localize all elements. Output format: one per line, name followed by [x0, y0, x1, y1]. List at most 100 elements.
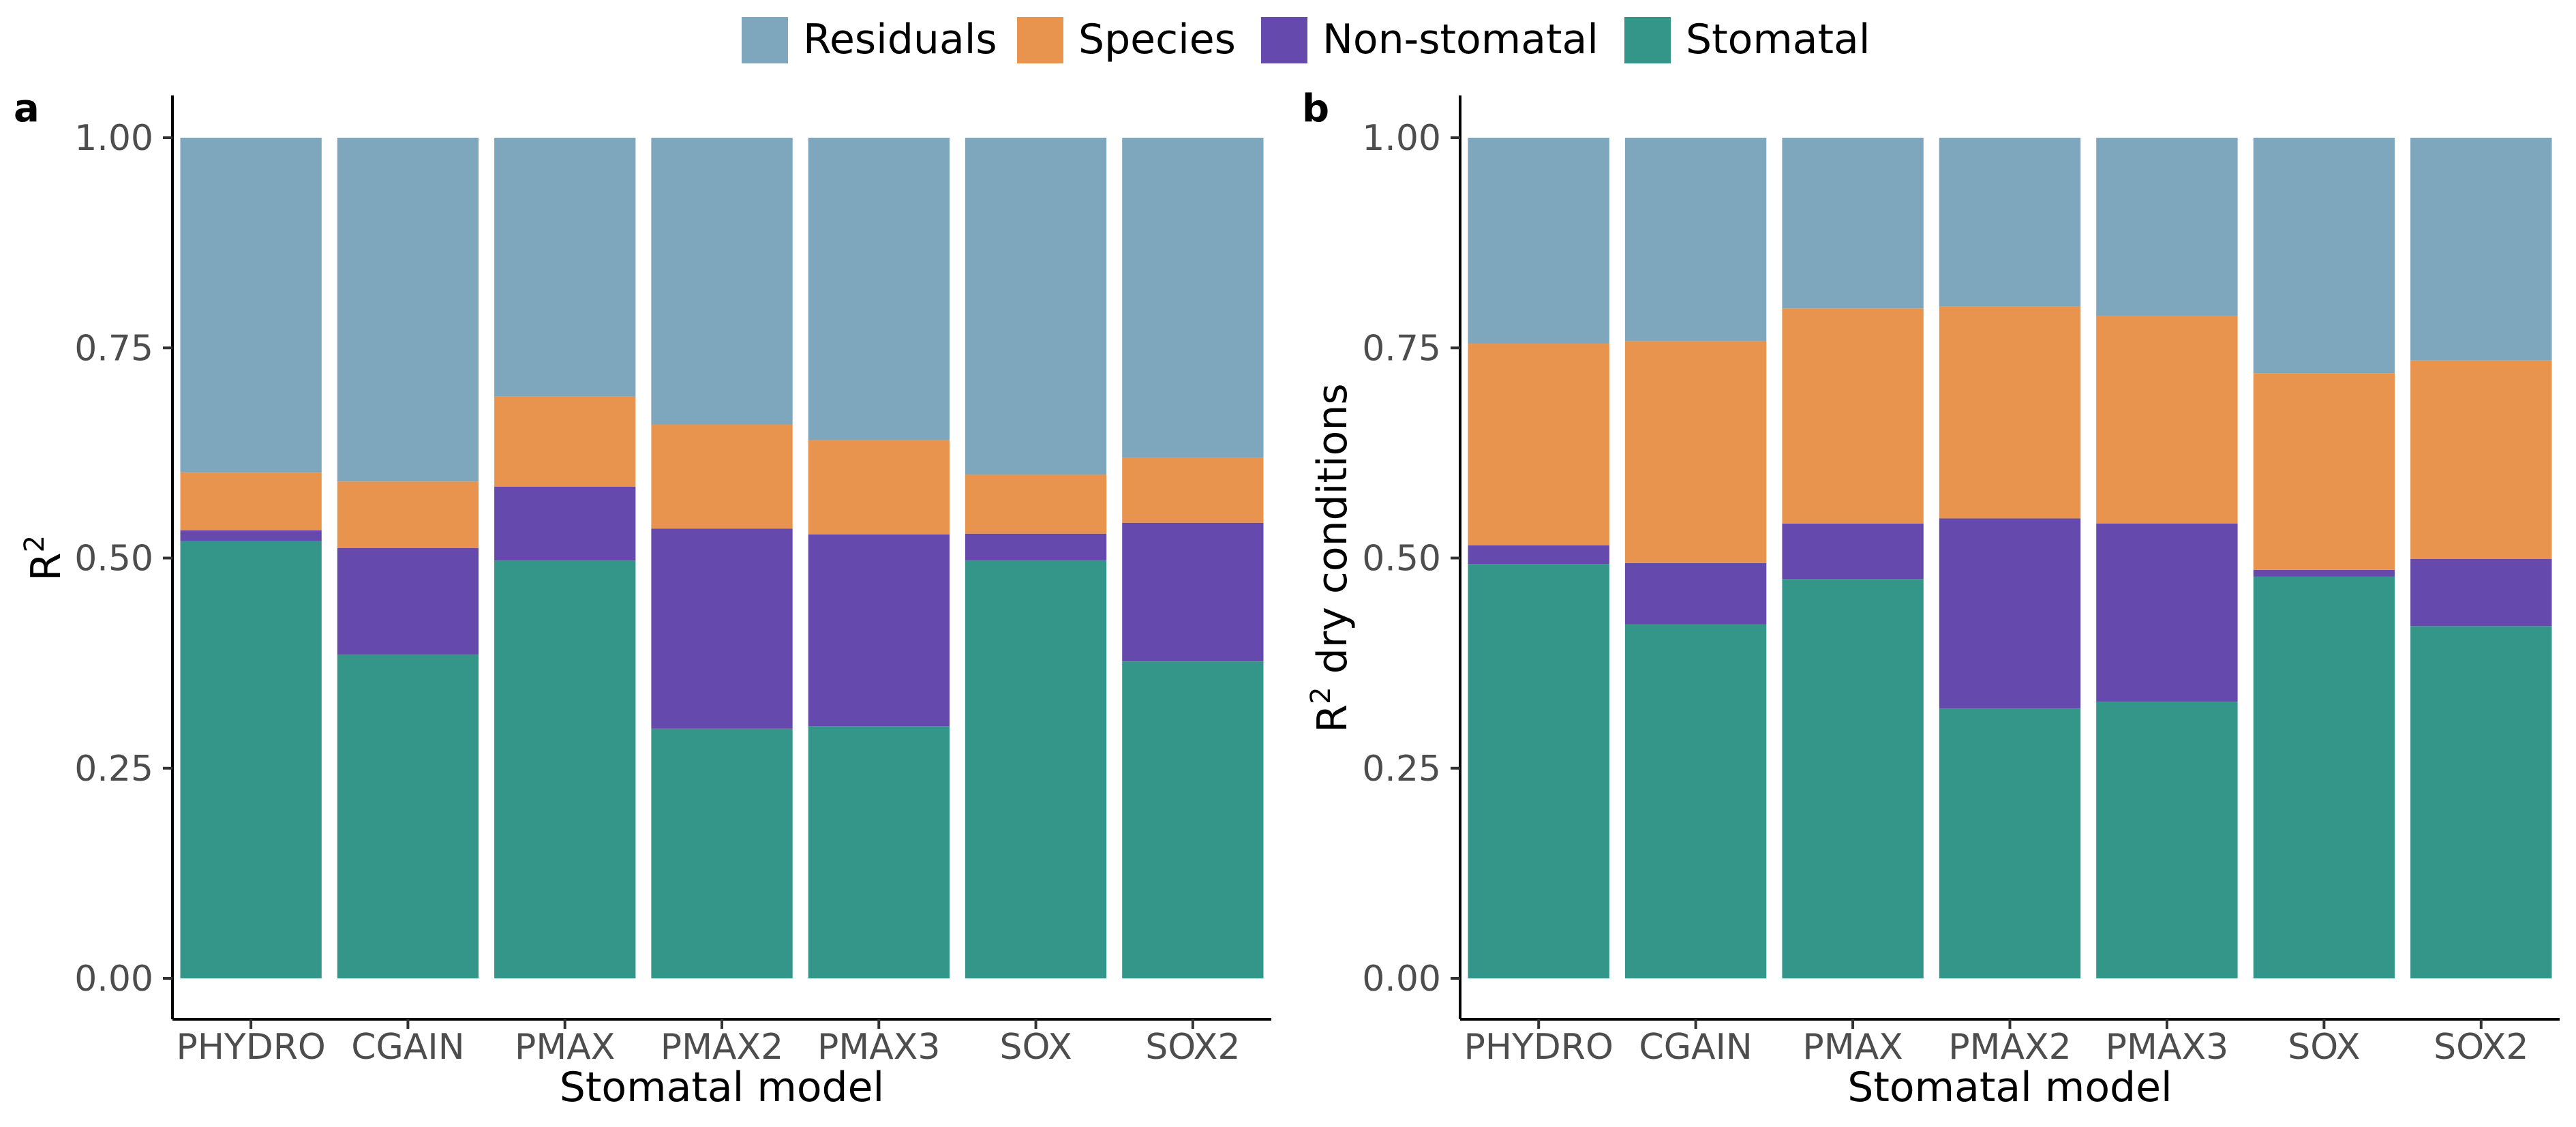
panel-a: 0.00 0.25 0.50 0.75 1.00 PHYDRO CGAIN PMAX PMAX2… — [14, 87, 1271, 1111]
x-tick-label-cgain: CGAIN — [1639, 1027, 1752, 1068]
bar-phydro-species — [180, 472, 322, 530]
bar-cgain-non-stomatal — [337, 547, 479, 655]
x-tick-label-sox: SOX — [2288, 1027, 2360, 1068]
y-tick-label: 0.75 — [1362, 328, 1441, 369]
bar-pmax-species — [494, 396, 636, 487]
bar-pmax3-residuals — [808, 138, 950, 440]
bar-pmax2-residuals — [651, 138, 793, 425]
y-tick-label: 0.00 — [74, 959, 153, 1000]
bar-phydro-residuals — [1468, 138, 1609, 344]
bar-cgain-non-stomatal — [1624, 562, 1767, 625]
x-tick-label-pmax: PMAX — [515, 1027, 615, 1068]
y-tick-label: 1.00 — [74, 118, 153, 159]
bar-pmax3-species — [808, 440, 950, 535]
x-tick-label-phydro: PHYDRO — [176, 1027, 325, 1068]
x-tick-label-pmax3: PMAX3 — [2106, 1027, 2229, 1068]
x-axis-title: Stomatal model — [1847, 1064, 2172, 1111]
legend-label-stomatal: Stomatal — [1686, 16, 1870, 63]
bar-pmax-non-stomatal — [494, 486, 636, 561]
bar-phydro-non-stomatal — [180, 530, 322, 541]
y-axis-title-suffix: dry conditions — [1309, 383, 1357, 687]
x-tick-label-pmax: PMAX — [1802, 1027, 1903, 1068]
bar-sox-species — [965, 475, 1107, 534]
bar-cgain-residuals — [1624, 138, 1767, 342]
x-tick-label-phydro: PHYDRO — [1464, 1027, 1613, 1068]
y-axis-title-base: R — [22, 552, 70, 581]
bar-sox2-species — [2410, 360, 2552, 559]
bar-cgain-species — [1624, 341, 1767, 563]
bar-pmax3-stomatal — [808, 726, 950, 978]
bar-sox2-stomatal — [1122, 661, 1264, 978]
x-tick-label-pmax2: PMAX2 — [1948, 1027, 2072, 1068]
bar-pmax2-species — [651, 424, 793, 529]
legend-swatch-stomatal — [1624, 17, 1671, 63]
panel-b: 0.00 0.25 0.50 0.75 1.00 PHYDRO CGAIN PMAX PMAX2… — [1302, 87, 2560, 1111]
x-tick-label-sox: SOX — [999, 1027, 1072, 1068]
bar-sox2-stomatal — [2410, 626, 2552, 978]
bar-cgain-stomatal — [1624, 624, 1767, 978]
bar-phydro-species — [1468, 344, 1609, 545]
bar-sox-residuals — [2253, 138, 2395, 374]
bar-sox-species — [2253, 373, 2395, 570]
y-tick-label: 1.00 — [1362, 118, 1441, 159]
panel-tag: a — [14, 87, 40, 131]
x-tick-label-pmax2: PMAX2 — [661, 1027, 784, 1068]
bar-sox-non-stomatal — [2253, 569, 2395, 577]
bar-pmax2-stomatal — [1939, 708, 2081, 978]
bar-pmax-stomatal — [1782, 579, 1924, 978]
y-tick-label: 0.00 — [1362, 959, 1441, 1000]
y-tick-label: 0.50 — [74, 539, 153, 580]
x-tick-label-sox2: SOX2 — [1145, 1027, 1240, 1068]
bar-pmax2-species — [1939, 306, 2081, 519]
bar-phydro-stomatal — [180, 541, 322, 978]
bar-pmax-residuals — [1782, 138, 1924, 309]
bar-pmax3-residuals — [2096, 138, 2238, 316]
bar-sox2-non-stomatal — [1122, 522, 1264, 662]
bar-sox2-non-stomatal — [2410, 558, 2552, 627]
bar-sox-stomatal — [2253, 576, 2395, 978]
y-tick-label: 0.25 — [74, 749, 153, 790]
panel-tag: b — [1302, 87, 1329, 131]
bar-sox-stomatal — [965, 560, 1107, 978]
y-axis-title: R2 dry conditions — [1305, 383, 1357, 732]
bar-sox-residuals — [965, 138, 1107, 475]
bar-phydro-residuals — [180, 138, 322, 472]
bar-phydro-stomatal — [1468, 564, 1609, 978]
y-axis-title-superscript: 2 — [1305, 687, 1337, 704]
x-axis-title: Stomatal model — [560, 1064, 884, 1111]
bar-sox-non-stomatal — [965, 533, 1107, 561]
legend-label-non-stomatal: Non-stomatal — [1322, 16, 1598, 63]
bar-pmax3-non-stomatal — [2096, 523, 2238, 702]
x-tick-label-sox2: SOX2 — [2434, 1027, 2528, 1068]
bar-pmax-species — [1782, 308, 1924, 524]
legend-label-residuals: Residuals — [803, 16, 997, 63]
y-axis-title-superscript: 2 — [19, 535, 50, 552]
legend-swatch-species — [1017, 17, 1063, 63]
bar-pmax2-non-stomatal — [1939, 518, 2081, 709]
bar-sox2-residuals — [2410, 138, 2552, 361]
legend-swatch-residuals — [742, 17, 788, 63]
bar-sox2-residuals — [1122, 138, 1264, 458]
bar-pmax2-stomatal — [651, 728, 793, 978]
bar-pmax-residuals — [494, 138, 636, 397]
bar-cgain-stomatal — [337, 655, 479, 978]
bar-pmax-non-stomatal — [1782, 523, 1924, 580]
y-axis-title-base: R — [1309, 704, 1357, 733]
bar-phydro-non-stomatal — [1468, 545, 1609, 565]
bar-cgain-residuals — [337, 138, 479, 482]
y-axis-title: R2 — [19, 535, 70, 581]
legend-swatch-non-stomatal — [1261, 17, 1307, 63]
y-tick-label: 0.75 — [74, 328, 153, 369]
bar-pmax2-residuals — [1939, 138, 2081, 307]
y-tick-label: 0.25 — [1362, 749, 1441, 790]
bar-pmax3-non-stomatal — [808, 535, 950, 727]
bar-pmax-stomatal — [494, 560, 636, 978]
y-tick-label: 0.50 — [1362, 539, 1441, 580]
x-tick-label-pmax3: PMAX3 — [817, 1027, 941, 1068]
bar-sox2-species — [1122, 457, 1264, 523]
bar-pmax3-stomatal — [2096, 702, 2238, 978]
bar-pmax3-species — [2096, 316, 2238, 524]
bar-pmax2-non-stomatal — [651, 528, 793, 729]
bar-cgain-species — [337, 481, 479, 548]
